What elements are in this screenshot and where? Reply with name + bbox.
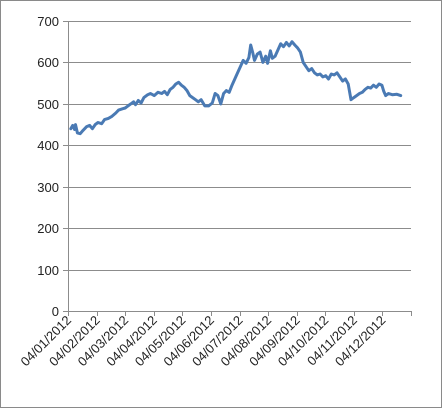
- y-tick-label: 500: [37, 97, 59, 112]
- y-tick-labels: 0 100 200 300 400 500 600 700: [37, 14, 59, 319]
- y-tick-label: 0: [52, 304, 59, 319]
- series-layer: [69, 40, 403, 136]
- x-tick-labels: 04/01/201204/02/201204/03/201204/04/2012…: [17, 313, 388, 370]
- gridlines: [68, 21, 411, 271]
- y-tick-label: 300: [37, 180, 59, 195]
- y-tick-label: 700: [37, 14, 59, 29]
- y-tick-label: 600: [37, 55, 59, 70]
- axes: [63, 21, 412, 316]
- y-tick-label: 200: [37, 221, 59, 236]
- y-tick-label: 400: [37, 138, 59, 153]
- y-tick-label: 100: [37, 263, 59, 278]
- series-line: [69, 40, 403, 136]
